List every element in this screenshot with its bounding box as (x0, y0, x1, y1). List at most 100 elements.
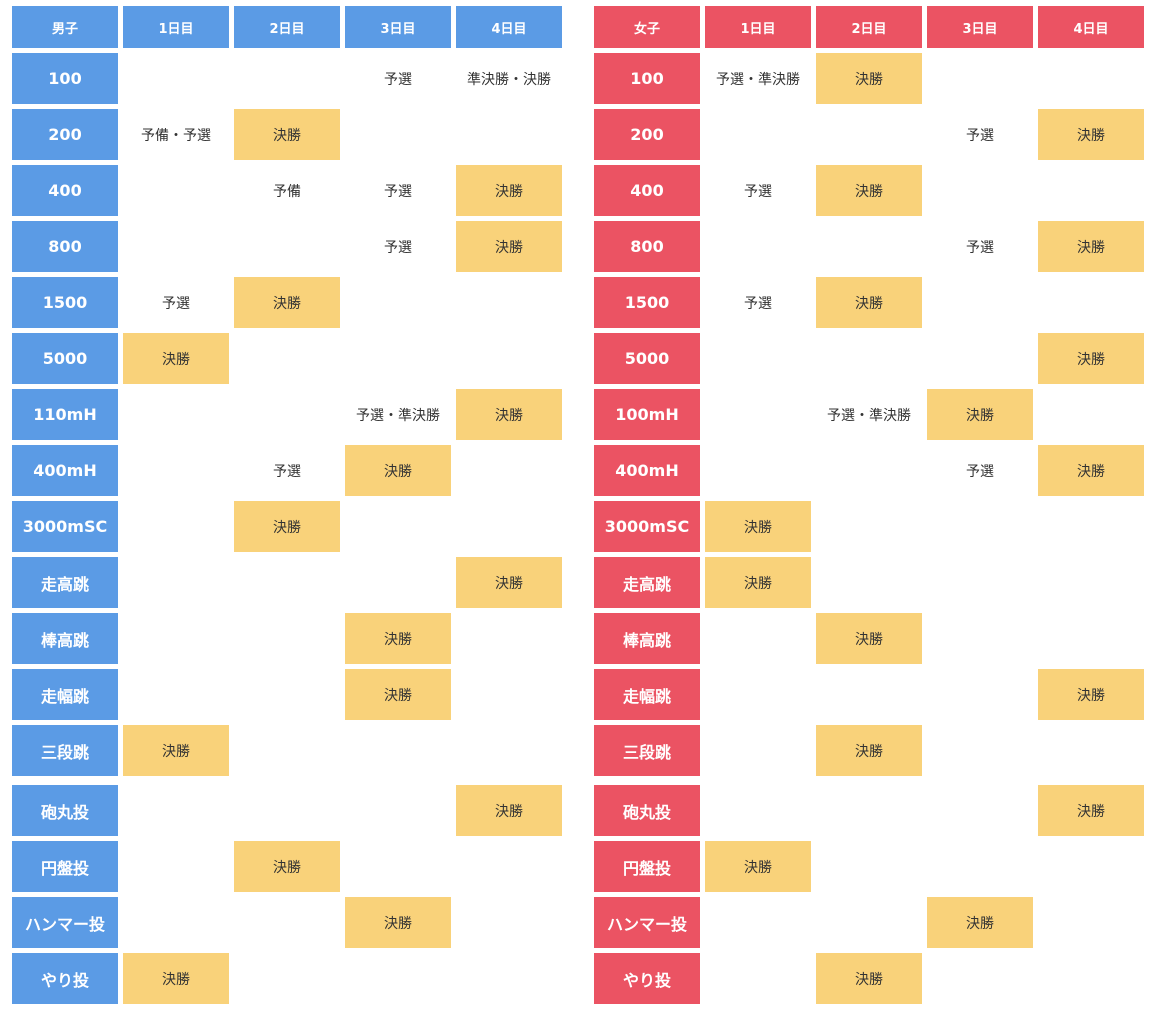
men-event-label: 400mH (12, 445, 118, 496)
women-schedule-cell (1038, 53, 1144, 104)
men-event-label: 三段跳 (12, 725, 118, 776)
men-event-label: 110mH (12, 389, 118, 440)
women-event-label: 砲丸投 (594, 785, 700, 836)
women-schedule-cell (927, 669, 1033, 720)
men-schedule-cell (345, 953, 451, 1004)
women-schedule-cell: 決勝 (705, 557, 811, 608)
women-schedule-cell (705, 897, 811, 948)
women-header-day-2: 2日目 (816, 6, 922, 48)
women-schedule-cell: 決勝 (1038, 221, 1144, 272)
men-schedule-cell: 決勝 (345, 613, 451, 664)
men-schedule-cell (456, 333, 562, 384)
women-schedule-cell (705, 725, 811, 776)
women-schedule-cell: 決勝 (816, 165, 922, 216)
women-schedule-cell (1038, 501, 1144, 552)
women-event-label: やり投 (594, 953, 700, 1004)
women-event-label: ハンマー投 (594, 897, 700, 948)
men-schedule-cell (234, 953, 340, 1004)
women-schedule-cell (705, 109, 811, 160)
men-schedule-cell (123, 501, 229, 552)
men-schedule-cell: 予備 (273, 183, 301, 200)
women-schedule-cell: 決勝 (1038, 445, 1144, 496)
women-schedule-table: 女子 1日目 2日目 3日目 4日目 100 予選・準決勝 決勝 200 予選 決勝 400 予選 決勝 8… (594, 6, 1146, 1009)
men-schedule-cell (456, 841, 562, 892)
women-schedule-cell (927, 613, 1033, 664)
women-schedule-cell (1038, 953, 1144, 1004)
women-schedule-cell (705, 669, 811, 720)
men-schedule-cell (123, 897, 229, 948)
men-event-label: やり投 (12, 953, 118, 1004)
women-schedule-cell (705, 333, 811, 384)
women-schedule-cell: 予選 (744, 295, 772, 312)
women-schedule-cell (1038, 277, 1144, 328)
men-schedule-cell (234, 785, 340, 836)
women-schedule-cell (927, 841, 1033, 892)
women-schedule-cell (927, 501, 1033, 552)
men-header-day-1: 1日目 (123, 6, 229, 48)
men-schedule-cell (234, 221, 340, 272)
men-header-day-4: 4日目 (456, 6, 562, 48)
men-schedule-cell: 決勝 (345, 897, 451, 948)
men-schedule-cell (234, 669, 340, 720)
women-header-day-4: 4日目 (1038, 6, 1144, 48)
women-schedule-cell (927, 725, 1033, 776)
women-schedule-cell: 予選 (966, 463, 994, 480)
women-event-label: 三段跳 (594, 725, 700, 776)
men-schedule-cell (123, 53, 229, 104)
men-schedule-cell (345, 557, 451, 608)
women-schedule-cell (705, 389, 811, 440)
women-schedule-cell (927, 953, 1033, 1004)
women-schedule-cell: 決勝 (816, 277, 922, 328)
men-schedule-cell (234, 725, 340, 776)
men-schedule-cell (123, 221, 229, 272)
men-schedule-cell (234, 557, 340, 608)
men-schedule-cell (234, 333, 340, 384)
women-schedule-cell (927, 277, 1033, 328)
women-schedule-cell: 決勝 (1038, 785, 1144, 836)
women-schedule-cell: 予選 (966, 239, 994, 256)
men-schedule-cell: 予選 (162, 295, 190, 312)
women-schedule-cell (1038, 389, 1144, 440)
women-schedule-cell: 予選・準決勝 (716, 71, 800, 88)
women-event-label: 100mH (594, 389, 700, 440)
women-schedule-cell (1038, 557, 1144, 608)
women-schedule-cell: 決勝 (705, 841, 811, 892)
men-schedule-cell: 予選・準決勝 (356, 407, 440, 424)
men-schedule-cell (123, 613, 229, 664)
men-schedule-cell (456, 669, 562, 720)
men-event-label: 100 (12, 53, 118, 104)
men-schedule-cell (234, 897, 340, 948)
men-schedule-cell: 決勝 (345, 445, 451, 496)
men-schedule-cell: 予選 (384, 183, 412, 200)
men-schedule-cell: 決勝 (456, 221, 562, 272)
men-schedule-cell (456, 277, 562, 328)
men-schedule-cell (456, 109, 562, 160)
women-event-label: 走幅跳 (594, 669, 700, 720)
men-schedule-cell (234, 389, 340, 440)
men-schedule-cell (345, 725, 451, 776)
women-schedule-cell: 決勝 (927, 389, 1033, 440)
women-header-day-3: 3日目 (927, 6, 1033, 48)
men-schedule-cell: 決勝 (123, 333, 229, 384)
women-schedule-cell (816, 897, 922, 948)
women-event-label: 400 (594, 165, 700, 216)
women-schedule-cell: 決勝 (816, 53, 922, 104)
men-event-label: 1500 (12, 277, 118, 328)
women-schedule-cell (816, 557, 922, 608)
men-schedule-cell (123, 785, 229, 836)
men-schedule-cell (234, 53, 340, 104)
women-schedule-cell (705, 953, 811, 1004)
women-schedule-cell: 決勝 (816, 613, 922, 664)
women-schedule-cell (927, 333, 1033, 384)
men-schedule-cell (123, 557, 229, 608)
women-schedule-cell (816, 221, 922, 272)
women-schedule-cell (816, 109, 922, 160)
men-event-label: 棒高跳 (12, 613, 118, 664)
women-event-label: 100 (594, 53, 700, 104)
women-schedule-cell: 決勝 (1038, 669, 1144, 720)
women-schedule-cell: 予選 (966, 127, 994, 144)
men-schedule-cell (456, 501, 562, 552)
women-schedule-cell (816, 785, 922, 836)
men-header-category: 男子 (12, 6, 118, 48)
men-event-label: 5000 (12, 333, 118, 384)
